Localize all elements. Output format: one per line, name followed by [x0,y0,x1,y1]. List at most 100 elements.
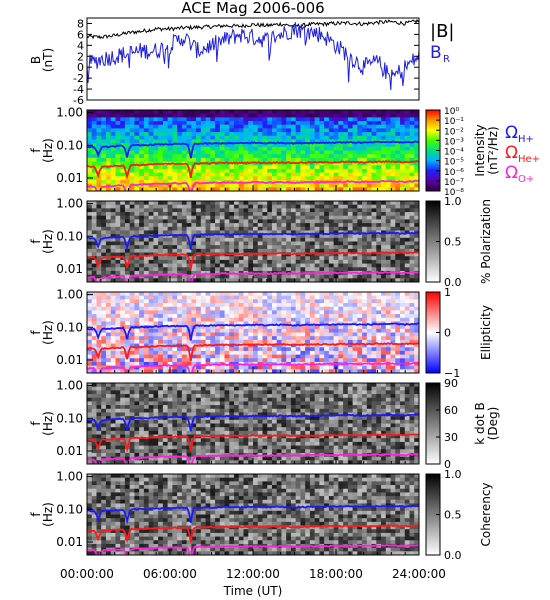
spectrogram-cell [139,252,145,257]
spectrogram-cell [319,223,325,228]
spectrogram-cell [124,176,131,181]
spectrogram-cell [105,161,112,166]
spectrogram-cell [162,215,169,221]
spectrogram-cell [181,183,188,188]
spectrogram-cell [300,132,306,137]
spectrogram-cell [234,234,240,239]
spectrogram-cell [409,267,415,272]
spectrogram-cell [286,339,292,345]
spectrogram-cell [267,292,273,297]
spectrogram-cell [395,358,401,363]
spectrogram-cell [186,314,192,319]
spectrogram-cell [200,157,207,163]
spectrogram-cell [124,208,131,213]
spectrogram-cell [376,110,382,115]
spectrogram-cell [205,215,211,221]
spectrogram-cell [347,172,354,177]
spectrogram-cell [91,157,98,163]
spectrogram-cell [167,299,173,304]
spectrogram-cell [385,113,392,118]
spectrogram-cell [395,256,401,261]
spectrogram-cell [390,237,396,243]
spectrogram-cell [381,121,387,126]
spectrogram-cell [224,369,230,373]
spectrogram-cell [91,215,98,221]
spectrogram-cell [400,201,406,206]
spectrogram-cell [366,256,373,261]
spectrogram-cell [262,259,268,265]
spectrogram-cell [267,161,273,166]
spectrogram-cell [257,219,264,224]
spectrogram-cell [366,212,373,217]
spectrogram-cell [215,157,221,163]
spectrogram-cell [414,183,419,188]
spectrogram-cell [143,135,150,141]
spectrogram-cell [181,310,188,315]
polarization-colorbar-title: % Polarization [479,199,493,284]
spectrogram-cell [91,128,98,133]
spectrogram-cell [267,128,273,133]
spectrogram-cell [181,154,188,159]
field-y-tick-label: 6 [77,28,84,41]
spectrogram-cell [357,292,363,297]
spectrogram-cell [224,124,230,130]
spectrogram-cell [91,234,98,239]
spectrogram-cell [376,347,382,352]
spectrogram-cell [253,328,259,334]
spectrogram-cell [172,303,178,308]
spectrogram-cell [300,248,306,254]
spectrogram-cell [267,314,273,319]
spectrogram-cell [134,110,140,115]
spectrogram-cell [105,270,112,276]
spectrogram-cell [200,358,207,363]
spectrogram-cell [139,135,145,141]
spectrogram-cell [96,412,102,417]
spectrogram-cell [400,310,406,315]
spectrogram-cell [143,278,150,282]
spectrogram-cell [200,347,207,352]
spectrogram-cell [276,295,283,300]
spectrogram-cell [134,132,140,137]
spectrogram-cell [205,208,211,213]
spectrogram-cell [110,397,117,403]
spectrogram-cell [96,354,102,359]
spectrogram-cell [314,259,320,265]
spectrogram-cell [219,128,226,133]
spectrogram-cell [167,354,173,359]
spectrogram-cell [305,332,311,337]
spectrogram-cell [347,343,354,348]
spectrogram-cell [333,230,339,235]
spectrogram-cell [390,146,396,152]
spectrogram-cell [276,223,283,228]
spectrogram-cell [224,306,230,312]
spectrogram-cell [219,314,226,319]
spectrogram-cell [210,121,216,126]
field-series-group [87,18,419,91]
spectrogram-cell [414,128,419,133]
spectrogram-cell [271,358,278,363]
spectrogram-cell [229,259,235,265]
spectrogram-cell [91,408,98,414]
spectrogram-cell [91,416,98,421]
spectrogram-cell [333,306,339,312]
spectrogram-cell [319,113,325,118]
spectrogram-cell [290,339,297,345]
spectrogram-cell [366,161,373,166]
spectrogram-cell [172,183,178,188]
spectrogram-cell [400,128,406,133]
spectrogram-cell [153,267,159,272]
spectrogram-cell [328,259,335,265]
spectrogram-cell [343,146,349,152]
spectrogram-cell [120,132,126,137]
spectrogram-cell [333,165,339,170]
spectrogram-cell [181,267,188,272]
spectrogram-cell [381,252,387,257]
spectrogram-cell [134,339,140,345]
spectrogram-cell [162,176,169,181]
spectrogram-cell [110,128,117,133]
spectrogram-cell [253,135,259,141]
spectrogram-cell [181,259,188,265]
spectrogram-cell [238,132,245,137]
spectrogram-cell [219,183,226,188]
spectrogram-cell [381,245,387,250]
